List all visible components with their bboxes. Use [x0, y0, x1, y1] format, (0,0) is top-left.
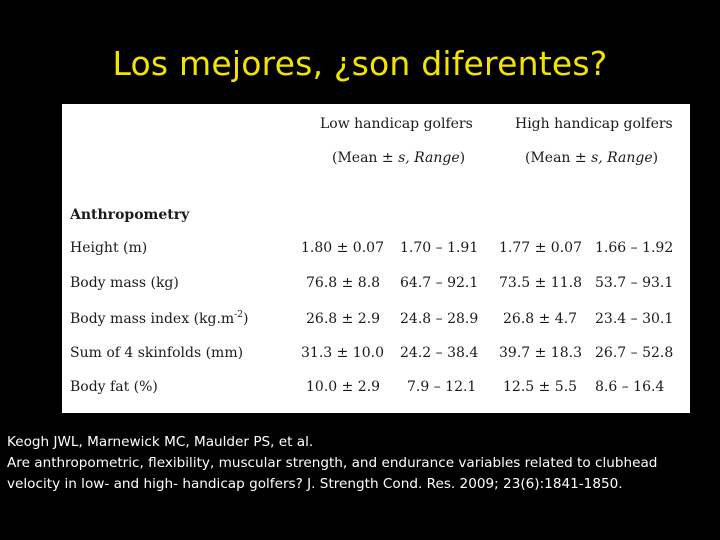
citation: Keogh JWL, Marnewick MC, Maulder PS, et …: [7, 432, 713, 495]
low-range-cell: 24.2 – 38.4: [400, 345, 479, 361]
high-mean-cell: 26.8 ± 4.7: [503, 311, 578, 327]
low-mean-cell: 1.80 ± 0.07: [301, 240, 384, 256]
subheader-high-handicap: (Mean ± s, Range): [525, 150, 659, 166]
anthropometry-table: Low handicap golfers High handicap golfe…: [62, 104, 690, 413]
high-mean-cell: 1.77 ± 0.07: [499, 240, 582, 256]
citation-title: Are anthropometric, flexibility, muscula…: [7, 455, 658, 471]
low-mean-cell: 10.0 ± 2.9: [306, 379, 381, 395]
low-mean-cell: 26.8 ± 2.9: [306, 311, 381, 327]
row-label: Body mass (kg): [70, 275, 179, 291]
citation-source: velocity in low- and high- handicap golf…: [7, 476, 623, 492]
section-title-anthropometry: Anthropometry: [70, 207, 190, 223]
high-range-cell: 53.7 – 93.1: [595, 275, 674, 291]
header-high-handicap: High handicap golfers: [515, 116, 673, 132]
slide-title: Los mejores, ¿son diferentes?: [112, 44, 608, 83]
row-label: Body fat (%): [70, 379, 158, 395]
high-range-cell: 26.7 – 52.8: [595, 345, 674, 361]
row-label: Height (m): [70, 240, 148, 256]
low-mean-cell: 31.3 ± 10.0: [301, 345, 384, 361]
low-range-cell: 1.70 – 1.91: [400, 240, 479, 256]
low-range-cell: 7.9 – 12.1: [407, 379, 477, 395]
low-range-cell: 24.8 – 28.9: [400, 311, 479, 327]
high-mean-cell: 12.5 ± 5.5: [503, 379, 578, 395]
high-range-cell: 1.66 – 1.92: [595, 240, 674, 256]
high-range-cell: 23.4 – 30.1: [595, 311, 674, 327]
citation-authors: Keogh JWL, Marnewick MC, Maulder PS, et …: [7, 434, 314, 450]
high-mean-cell: 39.7 ± 18.3: [499, 345, 582, 361]
high-mean-cell: 73.5 ± 11.8: [499, 275, 582, 291]
header-low-handicap: Low handicap golfers: [320, 116, 473, 132]
subheader-low-handicap: (Mean ± s, Range): [332, 150, 466, 166]
high-range-cell: 8.6 – 16.4: [595, 379, 665, 395]
row-label: Body mass index (kg.m-2): [70, 310, 249, 327]
low-range-cell: 64.7 – 92.1: [400, 275, 479, 291]
low-mean-cell: 76.8 ± 8.8: [306, 275, 381, 291]
row-label: Sum of 4 skinfolds (mm): [70, 345, 244, 361]
